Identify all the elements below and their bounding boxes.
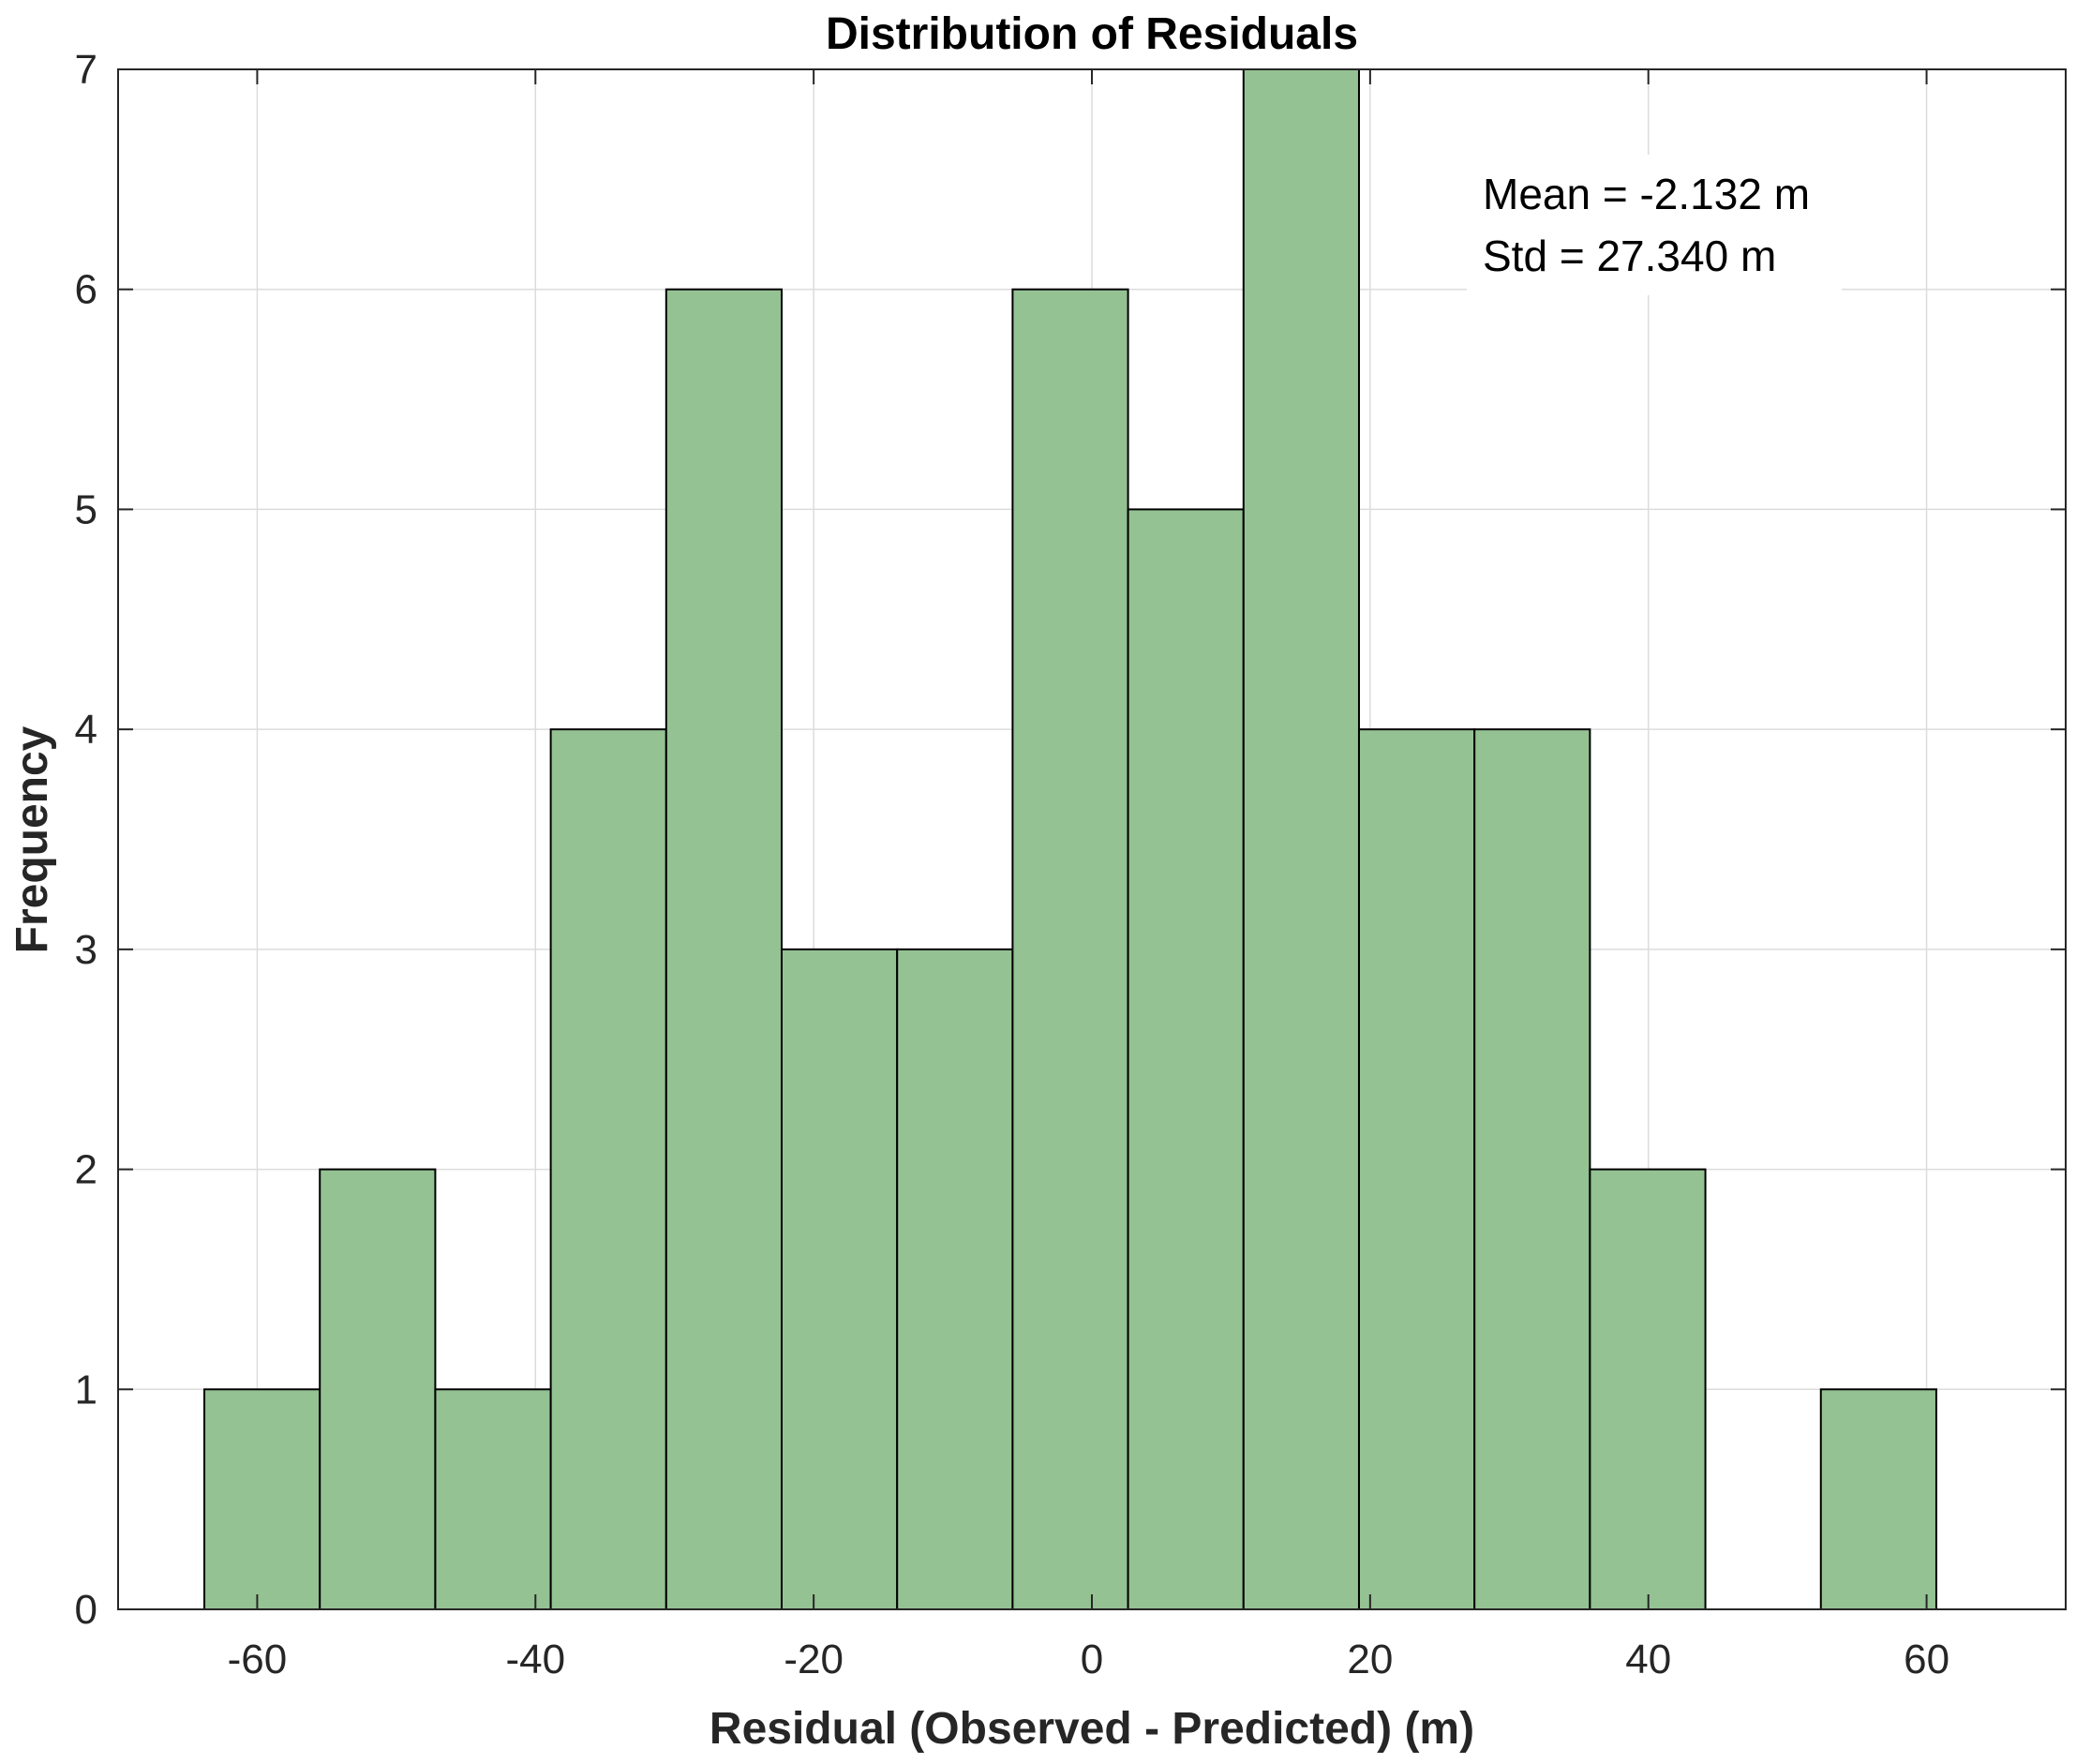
x-tick-label: 0 [1081,1637,1103,1682]
histogram-bars [203,68,1937,1611]
stats-annotation-background [1467,155,1842,295]
histogram-bar [896,948,1014,1610]
axes: -60 -40 -20 0 20 40 60 0 1 2 3 4 5 6 7 [75,47,2067,1682]
histogram-bar [549,728,667,1610]
x-tick-label: 60 [1904,1637,1949,1682]
histogram-bar [434,1388,552,1611]
x-tick-label: 40 [1625,1637,1671,1682]
histogram-bar [319,1168,437,1610]
histogram-bar [1242,68,1360,1610]
x-tick-label: -40 [505,1637,565,1682]
histogram-bar [1127,508,1245,1610]
x-tick-label: -60 [228,1637,288,1682]
histogram-bar [1589,1168,1707,1610]
x-axis-label: Residual (Observed - Predicted) (m) [709,1704,1474,1754]
y-axis-label: Frequency [7,725,57,953]
x-tick-label: 20 [1347,1637,1393,1682]
y-tick-label: 0 [75,1587,97,1633]
histogram-bar [1011,288,1129,1611]
x-tick-label: -20 [784,1637,844,1682]
histogram-bar [1357,728,1476,1610]
stats-annotation-mean: Mean = -2.132 m [1483,170,1810,218]
y-tick-label: 1 [75,1367,97,1413]
y-tick-label: 7 [75,47,97,93]
y-tick-label: 6 [75,267,97,313]
histogram-bar [1473,728,1591,1610]
chart-title: Distribution of Residuals [826,9,1358,59]
histogram-bar [1819,1388,1937,1611]
stats-annotation-std: Std = 27.340 m [1483,232,1776,280]
y-tick-label: 4 [75,707,97,753]
y-tick-label: 5 [75,486,97,532]
y-tick-label: 3 [75,927,97,973]
histogram-bar [665,288,784,1611]
histogram-bar [203,1388,321,1611]
histogram-bar [781,948,899,1610]
y-tick-label: 2 [75,1147,97,1193]
